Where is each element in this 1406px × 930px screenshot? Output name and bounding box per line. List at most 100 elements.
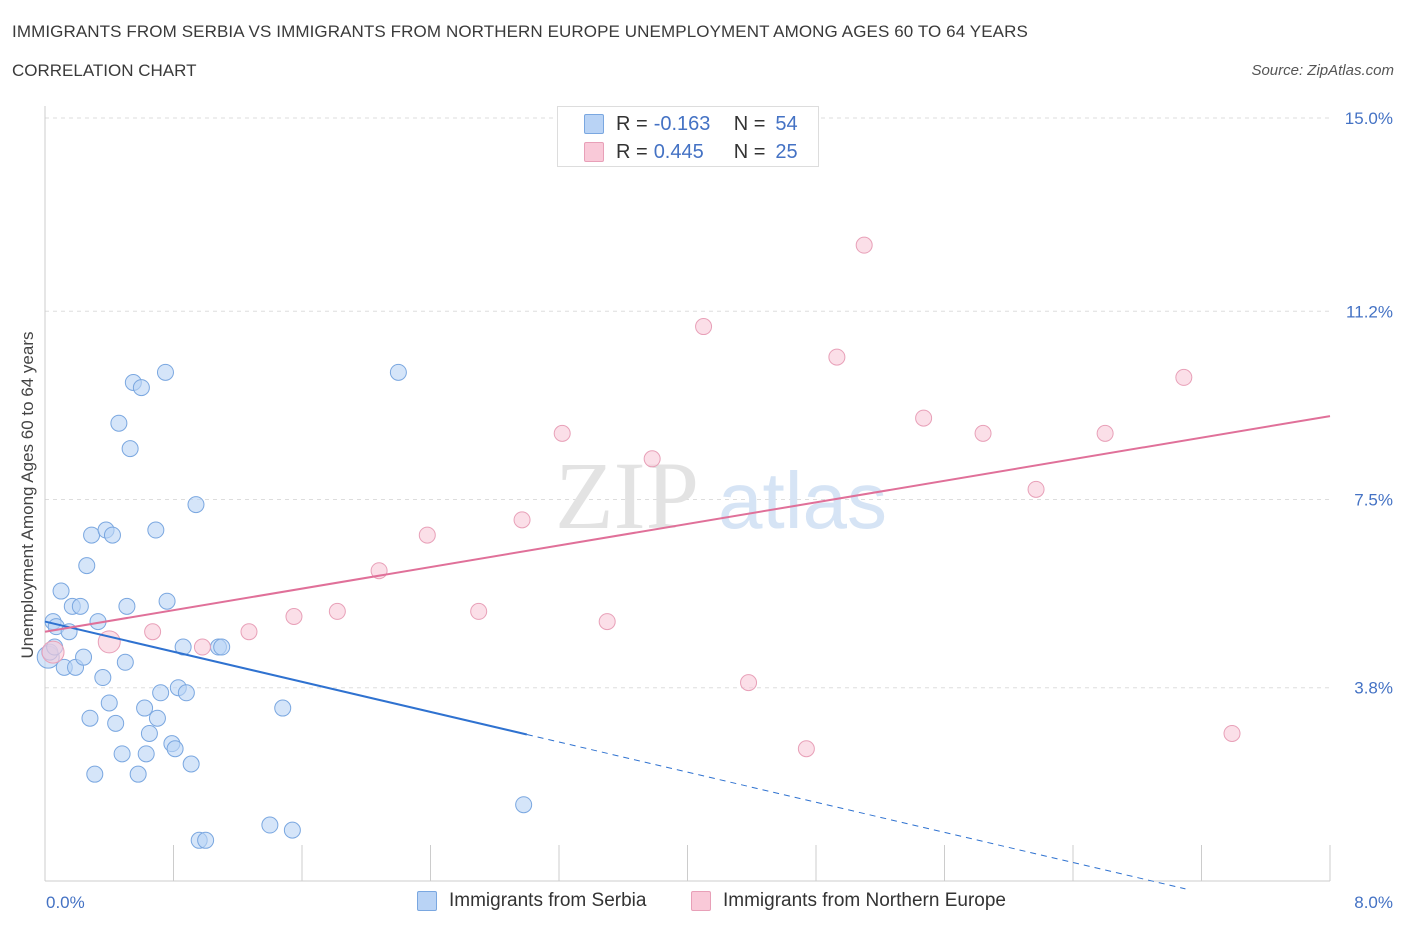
source-label: Source: ZipAtlas.com	[1251, 62, 1394, 79]
point-northern	[1096, 424, 1114, 442]
point-serbia	[283, 821, 301, 839]
legend-swatch-serbia	[417, 891, 437, 911]
legend-swatch-serbia	[584, 114, 604, 134]
legend-n-label: N =	[733, 140, 766, 163]
y-tick-label: 7.5%	[1354, 491, 1393, 510]
point-serbia	[187, 496, 205, 514]
chart-title: IMMIGRANTS FROM SERBIA VS IMMIGRANTS FRO…	[12, 22, 1028, 41]
points-layer	[36, 236, 1241, 849]
point-northern	[797, 740, 815, 758]
point-serbia	[118, 597, 136, 615]
point-serbia	[152, 684, 170, 702]
point-northern	[740, 674, 758, 692]
y-tick-label: 15.0%	[1345, 109, 1393, 128]
x-tick-label: 0.0%	[46, 893, 85, 912]
point-northern	[553, 424, 571, 442]
point-northern	[285, 607, 303, 625]
series-legend: Immigrants from Serbia Immigrants from N…	[0, 890, 1406, 914]
watermark-atlas: atlas	[718, 456, 887, 545]
x-tick-label: 8.0%	[1354, 893, 1393, 912]
point-northern	[974, 424, 992, 442]
point-serbia	[197, 831, 215, 849]
point-northern	[598, 613, 616, 631]
point-serbia	[103, 526, 121, 544]
point-serbia	[81, 709, 99, 727]
point-serbia	[83, 526, 101, 544]
point-serbia	[94, 669, 112, 687]
point-serbia	[137, 745, 155, 763]
point-serbia	[182, 755, 200, 773]
point-serbia	[121, 440, 139, 458]
point-northern	[513, 511, 531, 529]
legend-item-northern[interactable]: Immigrants from Northern Europe	[691, 890, 1006, 912]
point-serbia	[213, 638, 231, 656]
point-northern	[240, 623, 258, 641]
point-serbia	[158, 592, 176, 610]
point-serbia	[147, 521, 165, 539]
point-serbia	[107, 714, 125, 732]
legend-label-northern: Immigrants from Northern Europe	[723, 890, 1006, 911]
legend-item-serbia[interactable]: Immigrants from Serbia	[417, 890, 646, 912]
y-tick-label: 3.8%	[1354, 679, 1393, 698]
point-serbia	[132, 379, 150, 397]
point-serbia	[116, 653, 134, 671]
point-serbia	[52, 582, 70, 600]
point-northern	[470, 602, 488, 620]
point-northern	[695, 318, 713, 336]
watermark-zip: ZIP	[555, 442, 699, 549]
point-serbia	[113, 745, 131, 763]
point-northern	[1223, 724, 1241, 742]
point-northern	[828, 348, 846, 366]
point-serbia	[71, 597, 89, 615]
point-northern	[41, 640, 65, 664]
axis-layer	[44, 106, 1331, 882]
point-northern	[915, 409, 933, 427]
point-serbia	[177, 684, 195, 702]
point-serbia	[148, 709, 166, 727]
point-northern	[144, 623, 162, 641]
point-northern	[855, 236, 873, 254]
chart-subtitle: CORRELATION CHART	[12, 61, 197, 80]
point-serbia	[136, 699, 154, 717]
point-serbia	[515, 796, 533, 814]
legend-label-serbia: Immigrants from Serbia	[449, 890, 647, 911]
legend-n-label: N =	[733, 112, 766, 135]
point-serbia	[75, 648, 93, 666]
point-serbia	[140, 724, 158, 742]
trendline-serbia-extension	[526, 734, 1186, 890]
grid-layer	[45, 117, 1330, 689]
tick-label-layer: 3.8% 7.5% 11.2% 15.0% 0.0% 8.0%	[46, 109, 1393, 912]
point-northern	[328, 602, 346, 620]
point-northern	[193, 638, 211, 656]
point-serbia	[78, 557, 96, 575]
point-northern	[1027, 480, 1045, 498]
y-axis-label: Unemployment Among Ages 60 to 64 years	[18, 331, 37, 659]
legend-row-northern: R = 0.445 N = 25	[584, 139, 798, 165]
point-serbia	[156, 363, 174, 381]
point-serbia	[86, 765, 104, 783]
point-northern	[643, 450, 661, 468]
correlation-legend: R = -0.163 N = 54 R = 0.445 N = 25	[557, 106, 819, 167]
point-serbia	[110, 414, 128, 432]
point-serbia	[100, 694, 118, 712]
legend-swatch-northern	[584, 142, 604, 162]
point-serbia	[166, 740, 184, 758]
legend-r-value: -0.163	[653, 112, 711, 135]
legend-r-value: 0.445	[653, 140, 704, 163]
trend-layer	[44, 415, 1331, 890]
point-serbia	[129, 765, 147, 783]
legend-swatch-northern	[691, 891, 711, 911]
legend-r-label: R =	[616, 140, 648, 163]
point-northern	[418, 526, 436, 544]
point-serbia	[274, 699, 292, 717]
trendline-serbia	[44, 620, 528, 736]
legend-n-value: 54	[775, 112, 798, 135]
trendline-northern	[44, 415, 1331, 633]
point-serbia	[261, 816, 279, 834]
point-serbia	[389, 363, 407, 381]
point-northern	[1175, 368, 1193, 386]
legend-row-serbia: R = -0.163 N = 54	[584, 111, 798, 137]
point-serbia	[174, 638, 192, 656]
point-northern	[97, 630, 121, 654]
